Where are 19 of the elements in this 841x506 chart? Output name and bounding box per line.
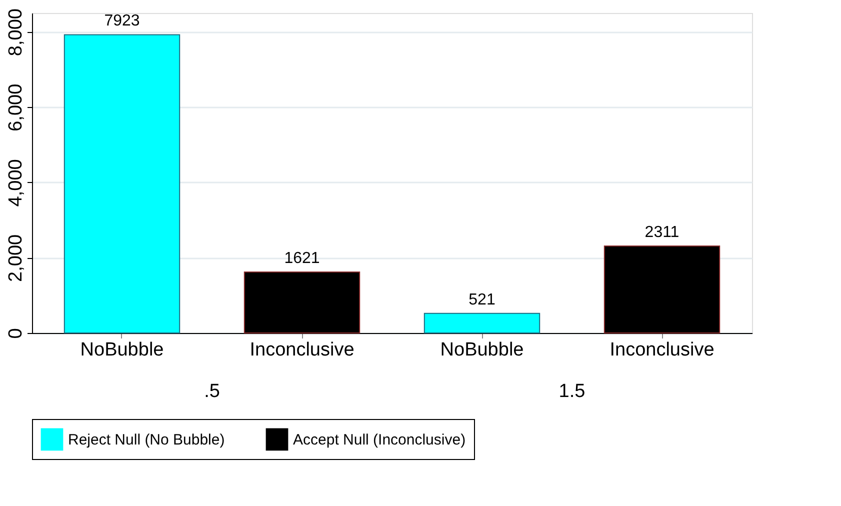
legend-label: Reject Null (No Bubble) [68, 431, 225, 448]
bar [424, 312, 540, 334]
y-tick-label: 4,000 [6, 159, 26, 207]
y-tick-label: 8,000 [6, 8, 26, 56]
y-tick-label: 2,000 [6, 234, 26, 282]
x-tick-label: Inconclusive [250, 340, 354, 360]
y-tick-label: 6,000 [6, 84, 26, 132]
y-tick-label: 0 [6, 328, 26, 339]
data-label: 1621 [284, 250, 320, 267]
bar [64, 34, 180, 334]
legend-label: Accept Null (Inconclusive) [293, 431, 466, 448]
data-label: 521 [468, 291, 496, 308]
data-label: 7923 [104, 12, 140, 30]
text: .5 [204, 381, 220, 402]
data-label: 2311 [644, 224, 680, 241]
x-tick-label: NoBubble [440, 340, 524, 360]
x-tick-label: Inconclusive [610, 340, 714, 360]
x-tick-label: NoBubble [80, 340, 164, 360]
text: 1.5 [558, 381, 586, 402]
